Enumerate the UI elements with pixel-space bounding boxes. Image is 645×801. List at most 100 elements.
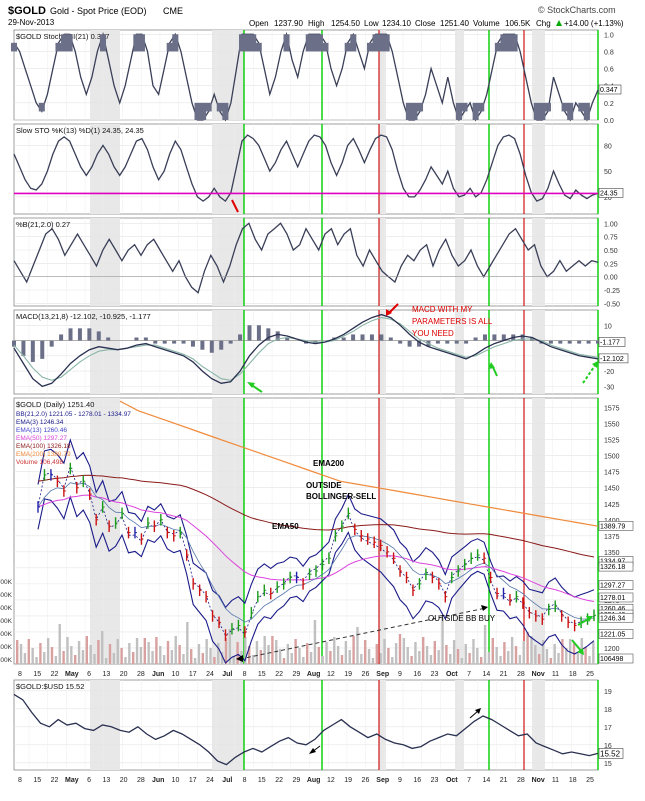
y-tick-label: 1200: [604, 646, 620, 653]
macd-histogram-bar: [106, 337, 111, 341]
price-label-box: [598, 561, 634, 572]
stochrsi-overbought-fill: [239, 34, 246, 52]
volume-bar: [541, 640, 545, 664]
ratio-line: [13, 693, 599, 766]
shade-band: [379, 218, 386, 306]
x-tick-label: May: [65, 671, 79, 678]
volume-bar: [89, 645, 92, 664]
x-tick-label: Nov: [532, 777, 545, 784]
volume-bar: [278, 649, 282, 664]
stochrsi-overbought-fill: [366, 42, 373, 52]
y-tick-label: -0.25: [604, 288, 620, 295]
annotation-texts: EMA200 OUTSIDE BOLLINGER-SELL EMA50 OUTS…: [272, 305, 496, 623]
volume-bar: [422, 637, 425, 664]
black-arrow-ratio-2: [469, 710, 479, 719]
x-tick-label: 28: [137, 671, 145, 678]
macd-histogram-bar: [200, 340, 205, 350]
macd-histogram-bar: [96, 331, 101, 341]
macd-histogram-bar: [558, 340, 563, 344]
shade-band: [532, 124, 545, 214]
x-tick-label: 26: [362, 671, 370, 678]
volume-bar: [186, 622, 189, 664]
stochrsi-overbought-fill: [61, 34, 68, 52]
stochrsi-oversold-fill: [222, 102, 229, 120]
volume-bar: [398, 634, 402, 664]
macd-value-label: -12.102: [600, 356, 624, 363]
volume-bar: [251, 655, 255, 664]
volume-bar: [85, 636, 88, 664]
volume-bar: [31, 648, 34, 664]
panel-macd: -30-20-10010MACD(13,21,8) -12.102, -10.9…: [12, 309, 629, 395]
stochrsi-overbought-fill: [55, 42, 62, 52]
price-label: 1278.01: [600, 595, 625, 602]
volume-bar: [263, 636, 266, 664]
stochrsi-overbought-fill: [250, 34, 257, 52]
volume-bar: [220, 652, 224, 664]
stochrsi-overbought-fill: [166, 42, 173, 52]
x-tick-label: 23: [431, 777, 439, 784]
green-arrowhead-price-2: [577, 648, 584, 655]
macd-histogram-bar: [30, 340, 35, 362]
panel-pctb: -0.50 -0.25 0.00 0.25 0.50 0.75 1.00 %B(21,2.0)…: [13, 217, 620, 308]
annotation-macd-2: PARAMETERS IS ALL: [412, 317, 493, 326]
annotation-ema50: EMA50: [272, 522, 299, 531]
price-label-box: [598, 629, 634, 639]
shade-band: [379, 124, 386, 214]
macd-value-label: -1.177: [600, 339, 620, 346]
shade-band: [379, 30, 386, 120]
y-tick-label: 0.8: [604, 49, 614, 56]
trendline-arrowhead: [481, 605, 488, 611]
header-low-label: Low: [364, 19, 379, 28]
stochrsi-oversold-fill: [38, 102, 45, 112]
shade-band: [532, 398, 545, 664]
macd-histogram-bar: [247, 325, 252, 341]
y-tick-label: 1500: [604, 454, 620, 461]
macd-histogram-bar: [228, 340, 233, 344]
stochrsi-overbought-fill: [99, 34, 107, 52]
x-tick-label: 29: [292, 671, 300, 678]
stochrsi-oversold-fill: [472, 102, 479, 120]
volume-bar: [325, 642, 328, 664]
shade-band: [455, 680, 464, 770]
volume-bar: [66, 637, 69, 664]
volume-tick-label: 100K: [0, 657, 13, 664]
macd-histogram-bar: [143, 337, 148, 341]
annotation-bollinger-sell: BOLLINGER-SELL: [306, 492, 376, 501]
header-brand: © StockCharts.com: [538, 5, 616, 15]
chart-header: $GOLD Gold - Spot Price (EOD) CME 29-Nov…: [8, 5, 624, 28]
volume-bar: [97, 640, 100, 664]
stochrsi-overbought-fill: [383, 34, 390, 52]
volume-bar: [503, 642, 506, 664]
x-tick-label: 18: [569, 777, 577, 784]
volume-tick-label: 700K: [0, 579, 13, 586]
header-high-label: High: [308, 19, 324, 28]
volume-bar: [592, 642, 595, 664]
y-tick-label: 1350: [604, 550, 620, 557]
price-label-box: [598, 580, 634, 590]
stochrsi-oversold-fill: [194, 102, 201, 120]
x-tick-label: 8: [18, 777, 22, 784]
last-value-label: 15.52: [600, 749, 621, 758]
volume-bar: [495, 647, 498, 664]
volume-bar: [267, 645, 270, 664]
volume-bar: [313, 620, 317, 664]
x-tick-label: 24: [206, 671, 214, 678]
volume-bar: [317, 647, 320, 664]
green-arrowhead-macd-3: [592, 361, 598, 368]
y-tick-label: 1425: [604, 502, 620, 509]
volume-bar: [507, 651, 510, 664]
volume-bar: [402, 638, 406, 664]
volume-tick-label: 200K: [0, 644, 13, 651]
y-tick-label: 20: [604, 195, 612, 202]
x-tick-label: 22: [51, 777, 59, 784]
macd-histogram-bar: [341, 337, 346, 341]
macd-histogram-bar: [87, 328, 92, 341]
header-close-label: Close: [415, 19, 436, 28]
x-tick-label: May: [65, 777, 79, 784]
green-arrowhead-macd-2: [488, 362, 495, 369]
volume-bar: [534, 645, 537, 664]
shade-band: [455, 398, 464, 664]
volume-bar: [445, 645, 448, 664]
ema13-line: [37, 482, 595, 623]
x-tick-label: Oct: [446, 671, 458, 678]
